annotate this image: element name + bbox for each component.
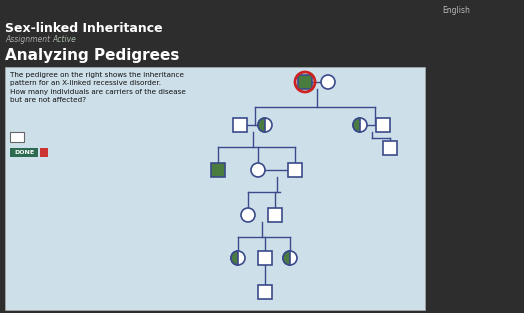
Wedge shape bbox=[231, 251, 238, 265]
Circle shape bbox=[258, 118, 272, 132]
Bar bbox=[383, 141, 397, 155]
Circle shape bbox=[241, 208, 255, 222]
Bar bbox=[233, 118, 247, 132]
Text: Active: Active bbox=[52, 35, 76, 44]
Bar bbox=[288, 163, 302, 177]
Text: English: English bbox=[442, 6, 470, 15]
Circle shape bbox=[321, 75, 335, 89]
Bar bbox=[10, 132, 24, 142]
Bar bbox=[258, 285, 272, 299]
Wedge shape bbox=[283, 251, 290, 265]
Wedge shape bbox=[258, 118, 265, 132]
Bar bbox=[5, 67, 425, 310]
Text: Assignment: Assignment bbox=[5, 35, 50, 44]
Bar bbox=[40, 148, 48, 157]
Bar bbox=[268, 208, 282, 222]
Bar bbox=[10, 148, 38, 157]
Bar bbox=[211, 163, 225, 177]
Wedge shape bbox=[353, 118, 360, 132]
Text: Analyzing Pedigrees: Analyzing Pedigrees bbox=[5, 48, 179, 63]
Circle shape bbox=[283, 251, 297, 265]
Text: DONE: DONE bbox=[14, 150, 34, 155]
Text: The pedigree on the right shows the inheritance
pattern for an X-linked recessiv: The pedigree on the right shows the inhe… bbox=[10, 72, 186, 104]
Bar bbox=[298, 75, 312, 89]
Circle shape bbox=[353, 118, 367, 132]
Circle shape bbox=[251, 163, 265, 177]
Circle shape bbox=[231, 251, 245, 265]
Text: Sex-linked Inheritance: Sex-linked Inheritance bbox=[5, 22, 162, 35]
Bar bbox=[376, 118, 390, 132]
Bar bbox=[258, 251, 272, 265]
